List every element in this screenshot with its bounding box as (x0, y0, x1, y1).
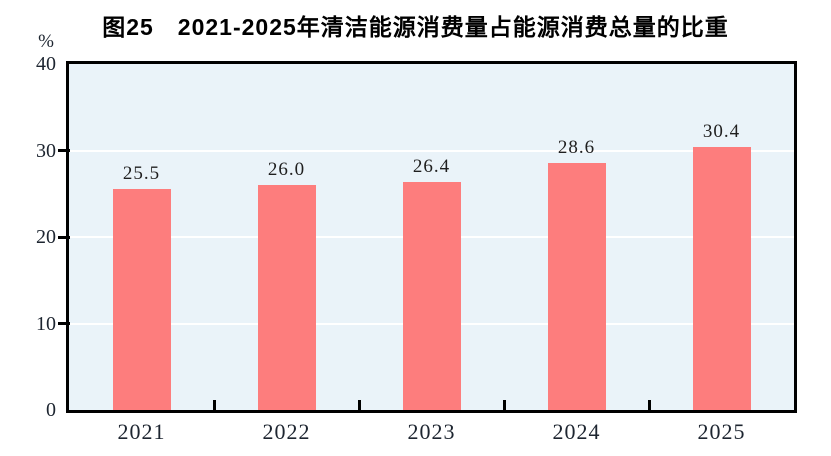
bar-value-label: 28.6 (557, 136, 596, 158)
bar-2023 (402, 181, 461, 410)
x-axis-tick-label: 2022 (262, 419, 311, 444)
y-axis-tick-label: 10 (36, 312, 56, 335)
x-axis-tick-label: 2021 (117, 419, 166, 444)
y-axis-tick-label: 30 (36, 139, 56, 162)
x-axis-tick-label: 2023 (407, 419, 456, 444)
x-axis-tick (502, 400, 506, 410)
bar-2024 (547, 162, 606, 410)
y-axis-tick (58, 322, 70, 325)
plot-area: 25.5 26.0 26.4 28.6 30.4 (66, 61, 797, 413)
y-axis-tick (58, 149, 70, 152)
y-axis-tick-label: 40 (36, 53, 56, 75)
gridline (69, 149, 794, 152)
bar-2021 (112, 189, 171, 410)
y-axis-tick (58, 235, 70, 239)
bar-value-label: 25.5 (122, 163, 161, 185)
bar-2022 (257, 185, 316, 410)
y-axis-tick-label: 20 (36, 226, 56, 248)
bar-value-label: 30.4 (702, 121, 741, 143)
bar-value-label: 26.0 (267, 159, 306, 181)
x-axis-tick-label: 2024 (552, 419, 601, 444)
y-axis-tick-label: 0 (46, 399, 56, 421)
x-axis-tick-label: 2025 (697, 419, 746, 444)
x-axis-tick (357, 400, 361, 410)
y-axis-unit-label: % (38, 31, 54, 52)
bar-value-label: 26.4 (412, 155, 451, 177)
chart-title: 图25 2021-2025年清洁能源消费量占能源消费总量的比重 (102, 14, 729, 40)
bar-2025 (692, 147, 751, 410)
x-axis-tick (212, 400, 216, 410)
x-axis-tick (647, 400, 651, 410)
